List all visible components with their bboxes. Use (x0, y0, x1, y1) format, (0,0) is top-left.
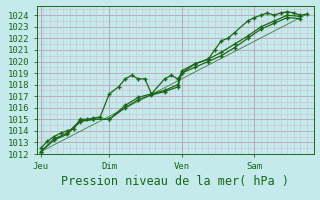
X-axis label: Pression niveau de la mer( hPa ): Pression niveau de la mer( hPa ) (61, 175, 289, 188)
